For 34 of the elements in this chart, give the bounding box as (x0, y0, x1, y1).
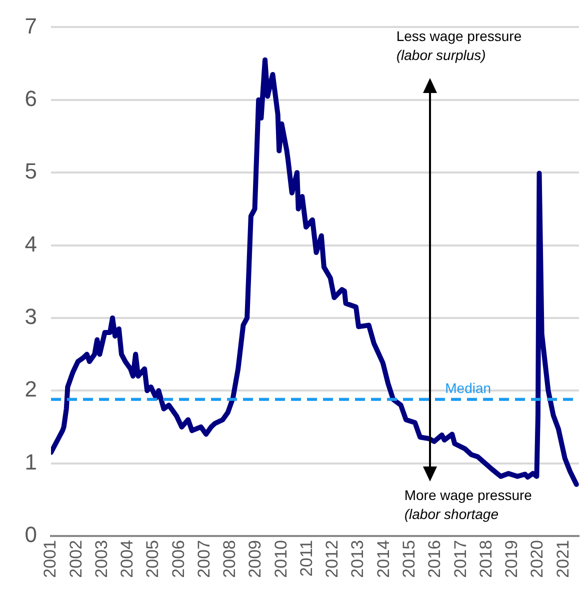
x-tick-label: 2001 (40, 540, 60, 578)
y-tick-label: 5 (24, 158, 37, 184)
x-tick-label: 2014 (374, 540, 393, 578)
y-tick-label: 3 (24, 304, 37, 330)
x-tick-label: 2002 (66, 540, 86, 578)
y-tick-label: 4 (24, 231, 37, 256)
x-tick-label: 2020 (528, 540, 547, 578)
x-tick-label: 2011 (296, 540, 316, 577)
annotation: More wage pressure (404, 486, 532, 504)
x-tick-label: 2019 (502, 540, 522, 578)
x-tick-label: 2007 (194, 540, 214, 578)
x-tick-label: 2010 (271, 540, 290, 578)
x-tick-label: 2021 (553, 540, 572, 578)
y-tick-label: 2 (24, 376, 37, 402)
annotation: (labor surplus) (396, 47, 486, 64)
x-tick-label: 2003 (92, 540, 111, 578)
y-tick-label: 0 (24, 522, 37, 548)
x-tick-label: 2016 (425, 540, 444, 578)
x-tick-label: 2005 (143, 540, 162, 578)
annotation: Less wage pressure (396, 28, 522, 46)
ref-line-label: Median (445, 380, 492, 396)
annotation: (labor shortage (404, 506, 499, 523)
x-tick-label: 2012 (322, 540, 342, 578)
x-tick-label: 2006 (168, 540, 188, 578)
x-tick-label: 2004 (118, 540, 137, 578)
y-tick-label: 7 (24, 13, 37, 38)
x-tick-label: 2018 (476, 540, 496, 578)
x-tick-label: 2013 (348, 540, 368, 578)
x-tick-label: 2015 (400, 540, 419, 578)
x-tick-label: 2017 (450, 540, 470, 578)
x-tick-label: 2008 (220, 540, 240, 578)
x-tick-label: 2009 (246, 540, 265, 578)
y-tick-label: 6 (24, 86, 37, 111)
y-tick-label: 1 (24, 449, 37, 474)
